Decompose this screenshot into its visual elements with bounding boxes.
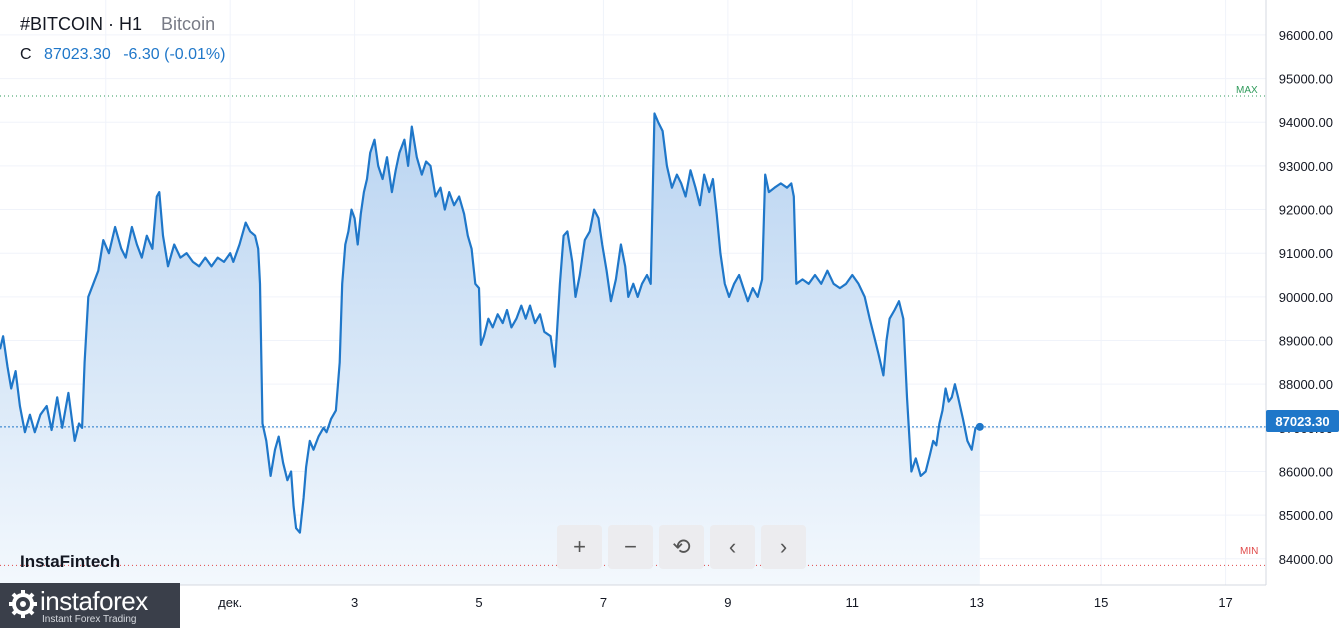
chart-header: #BITCOIN · H1 Bitcoin: [20, 14, 215, 35]
watermark-brand: InstaFintech: [20, 552, 121, 571]
chart-area-layer: [0, 112, 981, 585]
zoom-out-button[interactable]: −: [608, 525, 653, 569]
x-tick-label: 9: [724, 595, 731, 610]
instaforex-logo[interactable]: instaforex Instant Forex Trading: [0, 583, 180, 628]
x-tick-label: 7: [600, 595, 607, 610]
x-tick-label: дек.: [218, 595, 242, 610]
x-tick-label: 11: [846, 595, 860, 610]
x-tick-label: 3: [351, 595, 358, 610]
x-tick-label: 13: [969, 595, 983, 610]
logo-tagline: Instant Forex Trading: [42, 614, 137, 625]
y-tick-label: 86000.00: [1279, 464, 1333, 479]
logo-name: instaforex: [40, 586, 148, 616]
y-tick-label: 84000.00: [1279, 552, 1333, 567]
price-axis[interactable]: 84000.0085000.0086000.0087000.0088000.00…: [1265, 0, 1333, 585]
y-tick-label: 89000.00: [1279, 334, 1333, 349]
last-point-marker: [975, 422, 984, 431]
scroll-left-button[interactable]: ‹: [710, 525, 755, 569]
min-label: MIN: [1240, 546, 1259, 557]
zoom-controls: + − ⟲ ‹ ›: [557, 525, 806, 569]
y-tick-label: 88000.00: [1279, 377, 1333, 392]
gear-logo-icon: [9, 590, 37, 618]
close-readout: C 87023.30 -6.30 (-0.01%): [20, 46, 233, 64]
scroll-right-button[interactable]: ›: [761, 525, 806, 569]
symbol-label: #BITCOIN · H1: [20, 14, 143, 34]
x-tick-label: 17: [1218, 595, 1232, 610]
close-label: C: [20, 46, 32, 63]
instrument-name: Bitcoin: [161, 14, 216, 34]
y-tick-label: 93000.00: [1279, 159, 1333, 174]
last-price-badge: 87023.30: [1266, 410, 1339, 432]
price-line-series: [0, 112, 981, 534]
y-tick-label: 91000.00: [1279, 246, 1333, 261]
x-tick-label: 15: [1094, 595, 1108, 610]
y-tick-label: 92000.00: [1279, 203, 1333, 218]
max-label: MAX: [1236, 85, 1258, 96]
y-tick-label: 90000.00: [1279, 290, 1333, 305]
close-value: 87023.30: [44, 46, 111, 63]
y-tick-label: 85000.00: [1279, 508, 1333, 523]
zoom-in-button[interactable]: +: [557, 525, 602, 569]
price-change: -6.30 (-0.01%): [123, 46, 226, 63]
y-tick-label: 94000.00: [1279, 115, 1333, 130]
x-tick-label: 5: [475, 595, 482, 610]
reset-icon[interactable]: ⟲: [659, 525, 704, 569]
price-area-fill: [0, 113, 980, 585]
y-tick-label: 95000.00: [1279, 72, 1333, 87]
y-tick-label: 96000.00: [1279, 28, 1333, 43]
